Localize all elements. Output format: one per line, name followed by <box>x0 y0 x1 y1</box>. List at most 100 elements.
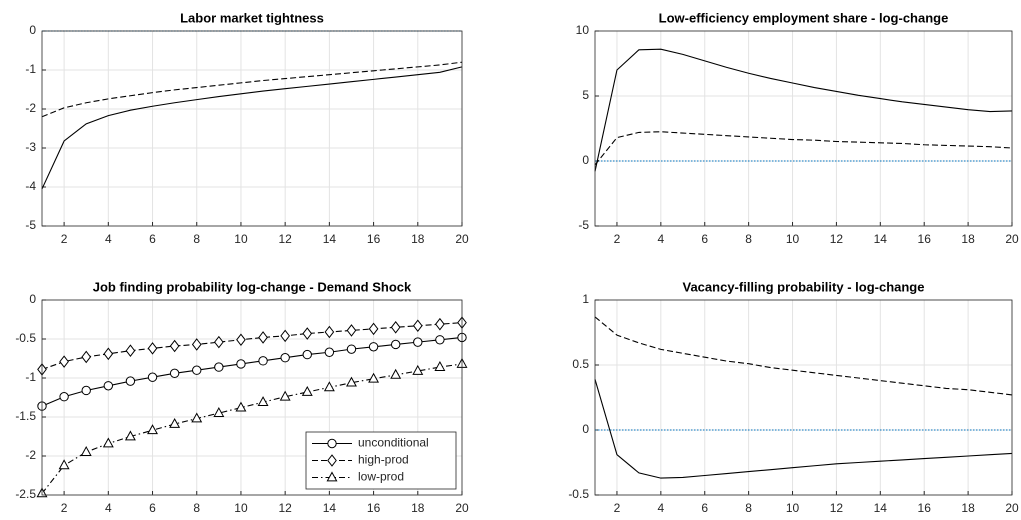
y-tick-label: -5 <box>25 218 36 232</box>
marker <box>102 437 114 448</box>
axes-box <box>594 299 1013 496</box>
x-tick-label: 12 <box>278 232 292 246</box>
legend-label: low-prod <box>358 470 404 484</box>
x-tick-label: 6 <box>149 232 156 246</box>
subplot: 2 4 6 8 10 12 14 16 18 20 -5 0 5 10 Low-efficiency emp… <box>576 10 1019 246</box>
x-tick-label: 12 <box>830 232 844 246</box>
y-tick-label: -2 <box>25 448 36 462</box>
marker <box>169 368 180 379</box>
marker <box>103 347 114 361</box>
y-tick-label: -0.5 <box>15 331 36 345</box>
y-tick-label: -5 <box>578 218 589 232</box>
x-tick-label: 2 <box>614 501 621 515</box>
x-tick-label: 6 <box>701 232 708 246</box>
marker <box>58 459 70 470</box>
x-tick-label: 12 <box>278 501 292 515</box>
marker <box>125 344 136 357</box>
y-tick-label: -3 <box>25 140 36 154</box>
y-tick-label: -2 <box>25 101 36 115</box>
y-tick-label: -4 <box>25 179 36 193</box>
marker <box>302 349 312 360</box>
marker <box>125 376 136 386</box>
marker <box>214 335 224 349</box>
marker <box>81 385 91 396</box>
marker <box>235 401 247 412</box>
marker <box>368 342 379 352</box>
plot-area <box>42 31 462 226</box>
y-tick-label: -1 <box>25 62 36 76</box>
series-line <box>594 48 1013 172</box>
x-tick-label: 2 <box>614 232 621 246</box>
marker <box>280 329 290 343</box>
x-tick-label: 10 <box>234 501 248 515</box>
x-tick-label: 6 <box>149 501 156 515</box>
y-tick-label: 10 <box>576 23 590 37</box>
subplot: 2 4 6 8 10 12 14 16 18 20 -0.5 0 0.5 1 Vacancy-filling… <box>568 279 1019 515</box>
chart-title: Vacancy-filling probability - log-change <box>683 279 925 294</box>
marker <box>346 344 357 354</box>
series-line <box>41 61 463 118</box>
x-tick-label: 18 <box>961 501 975 515</box>
x-tick-label: 4 <box>657 501 664 515</box>
legend: unconditional high-prod low-prod <box>305 431 457 490</box>
marker <box>191 338 202 351</box>
marker <box>280 353 290 363</box>
marker <box>103 381 114 391</box>
marker <box>413 337 423 347</box>
marker <box>258 331 268 344</box>
y-tick-label: 0.5 <box>572 357 589 371</box>
marker <box>257 396 269 407</box>
marker <box>412 319 423 333</box>
marker <box>169 339 180 353</box>
marker <box>390 368 402 379</box>
y-tick-label: 0 <box>582 422 589 436</box>
axes-box <box>41 30 463 227</box>
marker <box>147 372 158 382</box>
x-tick-label: 20 <box>455 232 469 246</box>
y-tick-label: -2.5 <box>15 487 36 501</box>
chart-title: Low-efficiency employment share - log-ch… <box>659 10 949 25</box>
x-tick-label: 18 <box>961 232 975 246</box>
y-tick-label: 0 <box>29 292 36 306</box>
marker <box>324 325 335 339</box>
marker <box>124 430 136 441</box>
marker <box>213 407 225 417</box>
marker <box>390 339 401 350</box>
x-tick-label: 18 <box>411 232 425 246</box>
x-tick-label: 8 <box>193 232 200 246</box>
x-tick-label: 20 <box>455 501 469 515</box>
marker <box>323 381 335 392</box>
y-tick-label: -1.5 <box>15 409 36 423</box>
marker <box>324 347 335 357</box>
marker <box>258 356 268 366</box>
x-tick-label: 16 <box>367 501 381 515</box>
y-tick-label: 1 <box>582 292 589 306</box>
series-line <box>41 66 463 190</box>
x-tick-label: 20 <box>1005 501 1019 515</box>
marker <box>236 359 246 369</box>
y-tick-label: 0 <box>29 23 36 37</box>
marker <box>214 362 224 372</box>
marker <box>301 385 313 396</box>
marker <box>302 327 313 340</box>
legend-label: unconditional <box>358 436 429 450</box>
chart-title: Job finding probability log-change - Dem… <box>93 279 412 294</box>
x-tick-label: 14 <box>874 501 888 515</box>
marker <box>368 322 379 336</box>
marker <box>59 392 69 402</box>
x-tick-label: 16 <box>367 232 381 246</box>
marker <box>279 390 291 401</box>
marker <box>81 350 92 364</box>
x-tick-label: 2 <box>61 232 68 246</box>
plot-area <box>595 300 1012 495</box>
x-tick-label: 4 <box>105 501 112 515</box>
subplot: 2 4 6 8 10 12 14 16 18 20 -2.5 -2 -1.5 -1 -0.5 0 Job fin… <box>15 279 469 515</box>
x-tick-label: 12 <box>830 501 844 515</box>
x-tick-label: 18 <box>411 501 425 515</box>
x-tick-label: 14 <box>874 232 888 246</box>
axes-box <box>41 299 463 496</box>
marker <box>80 446 92 456</box>
marker <box>346 324 357 337</box>
x-tick-label: 20 <box>1005 232 1019 246</box>
